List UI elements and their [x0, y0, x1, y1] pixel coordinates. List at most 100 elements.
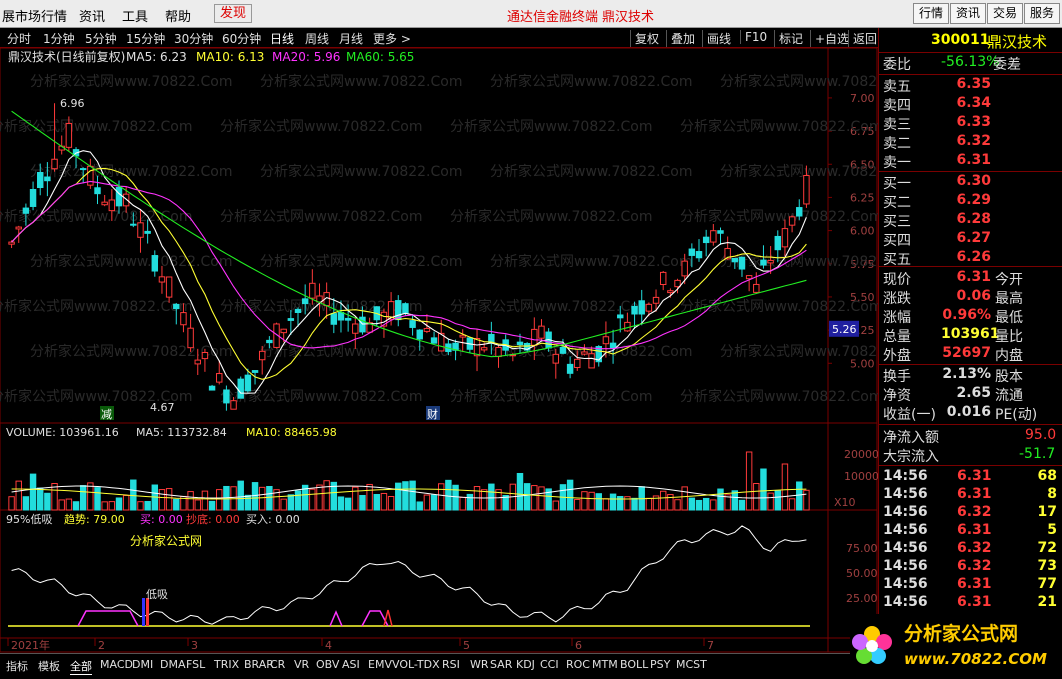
volume-tick-label: 10000 — [844, 470, 878, 483]
indicator-bottom: 抄底: 0.00 — [186, 512, 240, 526]
candle-body — [645, 303, 653, 312]
mark-button[interactable]: 标记 — [774, 30, 803, 47]
quote-button[interactable]: 行情 — [913, 3, 949, 24]
more-periods[interactable]: 更多 > — [373, 32, 411, 46]
candle-body — [165, 276, 173, 298]
indicator-tabs: 指标 模板 全部 MACD DMI DMA FSL TRIX BRAR CR VR OBV ASI EMV… — [0, 653, 878, 679]
period-tab[interactable]: 月线 — [339, 32, 364, 46]
tick-volume: 68 — [1037, 468, 1057, 484]
trade-button[interactable]: 交易 — [987, 3, 1023, 24]
candle-body — [330, 313, 338, 325]
indicator-tab[interactable]: MACD — [100, 658, 133, 671]
indicator-tab[interactable]: 全部 — [70, 660, 92, 675]
ma5-line — [11, 150, 807, 394]
indicator-tab[interactable]: PSY — [650, 658, 671, 671]
indicator-tab[interactable]: 模板 — [38, 660, 60, 673]
period-tab-selected[interactable]: 日线 — [270, 32, 295, 46]
period-tab[interactable]: 分时 — [7, 32, 32, 46]
indicator-tab[interactable]: 指标 — [6, 660, 28, 673]
volume-bar — [94, 487, 101, 511]
f10-button[interactable]: F10 — [740, 30, 767, 44]
kline-chart[interactable]: 7.006.756.506.256.005.755.505.255.00 分析家… — [0, 48, 878, 653]
stat-value: 0.96% — [942, 307, 991, 323]
period-tab[interactable]: 5分钟 — [85, 32, 117, 46]
candle-body — [667, 290, 674, 294]
period-tab[interactable]: 60分钟 — [222, 32, 262, 46]
indicator-tab[interactable]: BRAR — [244, 658, 274, 671]
candle-body — [423, 328, 431, 332]
candle-body — [631, 305, 638, 315]
indicator-tab[interactable]: BOLL — [620, 658, 649, 671]
menu-market[interactable]: 展市场行情 — [2, 10, 68, 25]
menu-tools[interactable]: 工具 — [122, 10, 149, 25]
price-tick-label: 7.00 — [850, 92, 875, 105]
indicator-tab[interactable]: TRIX — [214, 658, 240, 671]
overlay-button[interactable]: 叠加 — [666, 30, 695, 47]
menu-help[interactable]: 帮助 — [165, 10, 192, 25]
volume-bar — [552, 500, 560, 511]
candle-body — [480, 347, 488, 351]
quote-panel: 300011 鼎汉技术 委比 -56.13% 委差 卖五 6.35 卖四 6.34 卖三… — [878, 28, 1062, 651]
indicator-tab[interactable]: RSI — [442, 658, 460, 671]
candle-body — [659, 271, 667, 286]
period-tab[interactable]: 30分钟 — [174, 32, 214, 46]
date-label: 5 — [463, 639, 470, 652]
period-tab[interactable]: 15分钟 — [126, 32, 166, 46]
netflow-label: 净流入额 — [883, 430, 939, 446]
indicator-tab[interactable]: EMV — [368, 658, 392, 671]
tick-price: 6.32 — [957, 540, 992, 556]
volume-bar — [44, 492, 51, 511]
candle-body — [617, 314, 624, 319]
stock-title: 鼎汉技术 — [602, 10, 655, 25]
candle-body — [724, 248, 731, 260]
volume-bar — [37, 487, 44, 511]
stat2-extra: PE(动) — [995, 407, 1038, 423]
indicator-tab[interactable]: DMI — [132, 658, 154, 671]
indicator-tab[interactable]: CR — [270, 658, 286, 671]
watermark-text: 分析家公式网www.70822.Com — [220, 208, 422, 225]
volume-bar — [724, 494, 731, 511]
watermark-text: 分析家公式网www.70822.Com — [490, 253, 692, 270]
event-marker — [426, 406, 440, 420]
period-toolbar: 分时 1分钟 5分钟 15分钟 30分钟 60分钟 日线 周线 月线 更多 > … — [0, 28, 878, 48]
indicator-tab[interactable]: ROC — [566, 658, 590, 671]
indicator-tab[interactable]: DMA — [160, 658, 186, 671]
indicator-tab[interactable]: FSL — [186, 658, 206, 671]
indicator-tab[interactable]: VOL-TDX — [392, 658, 440, 671]
indicator-tab[interactable]: OBV — [316, 658, 340, 671]
info-button[interactable]: 资讯 — [950, 3, 986, 24]
menu-info[interactable]: 资讯 — [79, 10, 106, 25]
block-label: 大宗流入 — [883, 449, 939, 465]
indicator-tab[interactable]: MTM — [592, 658, 618, 671]
add-watchlist-button[interactable]: +自选 — [810, 30, 849, 47]
indicator-tab[interactable]: ASI — [342, 658, 360, 671]
volume-bar — [774, 490, 781, 511]
indicator-tab[interactable]: MCST — [676, 658, 707, 671]
candle-body — [609, 342, 617, 349]
volume-bar — [788, 498, 796, 511]
period-tab[interactable]: 1分钟 — [43, 32, 75, 46]
candle-body — [702, 236, 710, 244]
indicator-tab[interactable]: KDJ — [516, 658, 535, 671]
menu-discover[interactable]: 发现 — [214, 4, 253, 23]
volume-bar — [674, 499, 681, 511]
volume-bar — [445, 479, 452, 511]
tick-volume: 5 — [1047, 522, 1057, 538]
indicator-tab[interactable]: VR — [294, 658, 310, 671]
draw-line-button[interactable]: 画线 — [702, 30, 731, 47]
indicator-tab[interactable]: CCI — [540, 658, 559, 671]
service-button[interactable]: 服务 — [1024, 3, 1060, 24]
volume-bar — [237, 480, 244, 511]
back-button[interactable]: 返回 — [848, 30, 877, 47]
candle-body — [37, 171, 44, 189]
tick-time: 14:56 — [883, 594, 928, 610]
indicator-tab[interactable]: SAR — [490, 658, 513, 671]
flower-logo-icon — [852, 626, 892, 664]
volume-bar — [803, 489, 810, 511]
restore-rights-button[interactable]: 复权 — [630, 30, 659, 47]
period-tab[interactable]: 周线 — [305, 32, 330, 46]
candle-body — [495, 347, 502, 358]
indicator-tab[interactable]: WR — [470, 658, 489, 671]
volume-bar — [717, 488, 724, 511]
ma20-line — [11, 180, 807, 350]
